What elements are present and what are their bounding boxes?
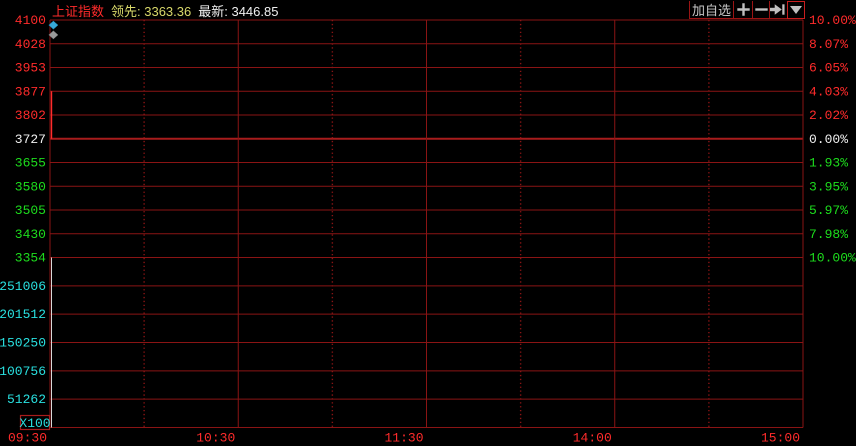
svg-text:3953: 3953	[15, 61, 46, 76]
svg-text:150250: 150250	[0, 336, 46, 351]
svg-text:4.03%: 4.03%	[809, 84, 848, 99]
svg-text:4028: 4028	[15, 37, 46, 52]
svg-text:3802: 3802	[15, 108, 46, 123]
svg-text:4100: 4100	[15, 13, 46, 28]
svg-text:15:00: 15:00	[761, 431, 800, 446]
svg-text:3505: 3505	[15, 203, 46, 218]
svg-text:3580: 3580	[15, 179, 46, 194]
svg-text:10.00%: 10.00%	[809, 251, 856, 266]
svg-text:6.05%: 6.05%	[809, 61, 848, 76]
svg-text:7.98%: 7.98%	[809, 227, 848, 242]
svg-text:3.95%: 3.95%	[809, 179, 848, 194]
svg-text:3877: 3877	[15, 84, 46, 99]
svg-text:100756: 100756	[0, 364, 46, 379]
svg-text:8.07%: 8.07%	[809, 37, 848, 52]
svg-text:14:00: 14:00	[573, 431, 612, 446]
svg-text:3354: 3354	[15, 251, 46, 266]
svg-text:3655: 3655	[15, 156, 46, 171]
svg-text:10:30: 10:30	[196, 431, 235, 446]
svg-text:3430: 3430	[15, 227, 46, 242]
svg-text:51262: 51262	[7, 392, 46, 407]
svg-text:11:30: 11:30	[384, 431, 423, 446]
svg-text:09:30: 09:30	[8, 431, 47, 446]
svg-text:0.00%: 0.00%	[809, 132, 848, 147]
svg-text:3727: 3727	[15, 132, 46, 147]
svg-text:251006: 251006	[0, 279, 46, 294]
svg-text:5.97%: 5.97%	[809, 203, 848, 218]
svg-text:2.02%: 2.02%	[809, 108, 848, 123]
svg-text:10.00%: 10.00%	[809, 13, 856, 28]
svg-text:X100: X100	[19, 416, 50, 431]
svg-text:201512: 201512	[0, 307, 46, 322]
svg-text:1.93%: 1.93%	[809, 156, 848, 171]
